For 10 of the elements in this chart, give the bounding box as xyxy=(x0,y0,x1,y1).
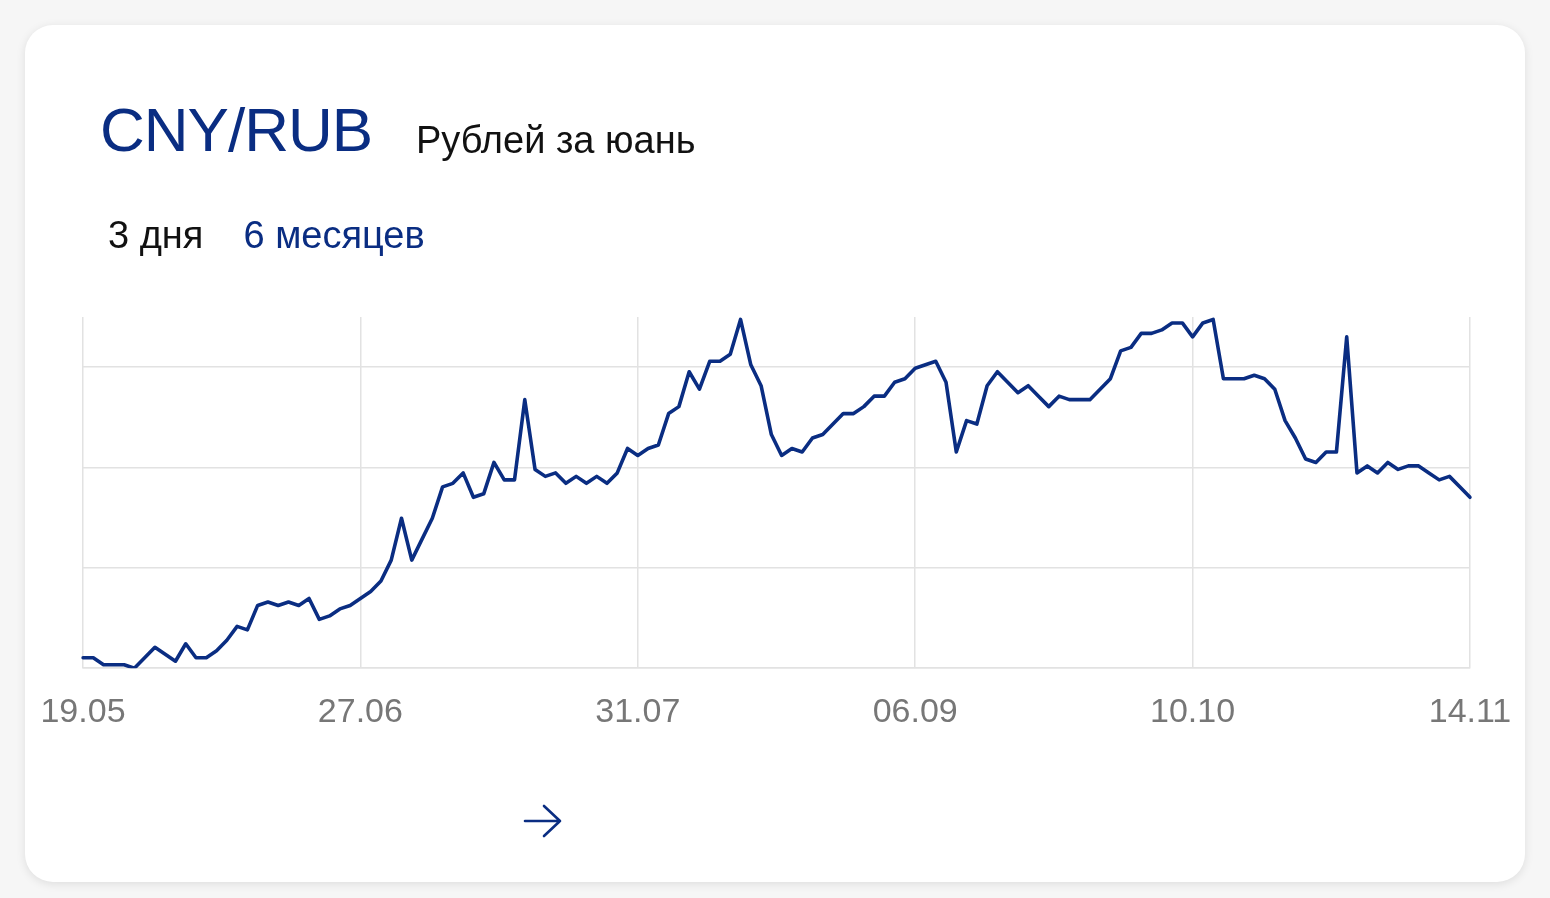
x-tick-label: 27.06 xyxy=(317,690,403,729)
x-tick-label: 19.05 xyxy=(40,690,126,729)
chart-subtitle: Рублей за юань xyxy=(416,118,696,162)
text: 3 дня xyxy=(108,213,204,257)
x-tick-label: 10.10 xyxy=(1150,690,1236,729)
x-tick-label: 06.09 xyxy=(872,690,958,729)
chart-title: CNY/RUB xyxy=(100,95,373,164)
x-tick-label: 14.11 xyxy=(1428,690,1512,729)
x-tick-label: 31.07 xyxy=(595,690,681,729)
text: 6 месяцев xyxy=(243,213,425,257)
